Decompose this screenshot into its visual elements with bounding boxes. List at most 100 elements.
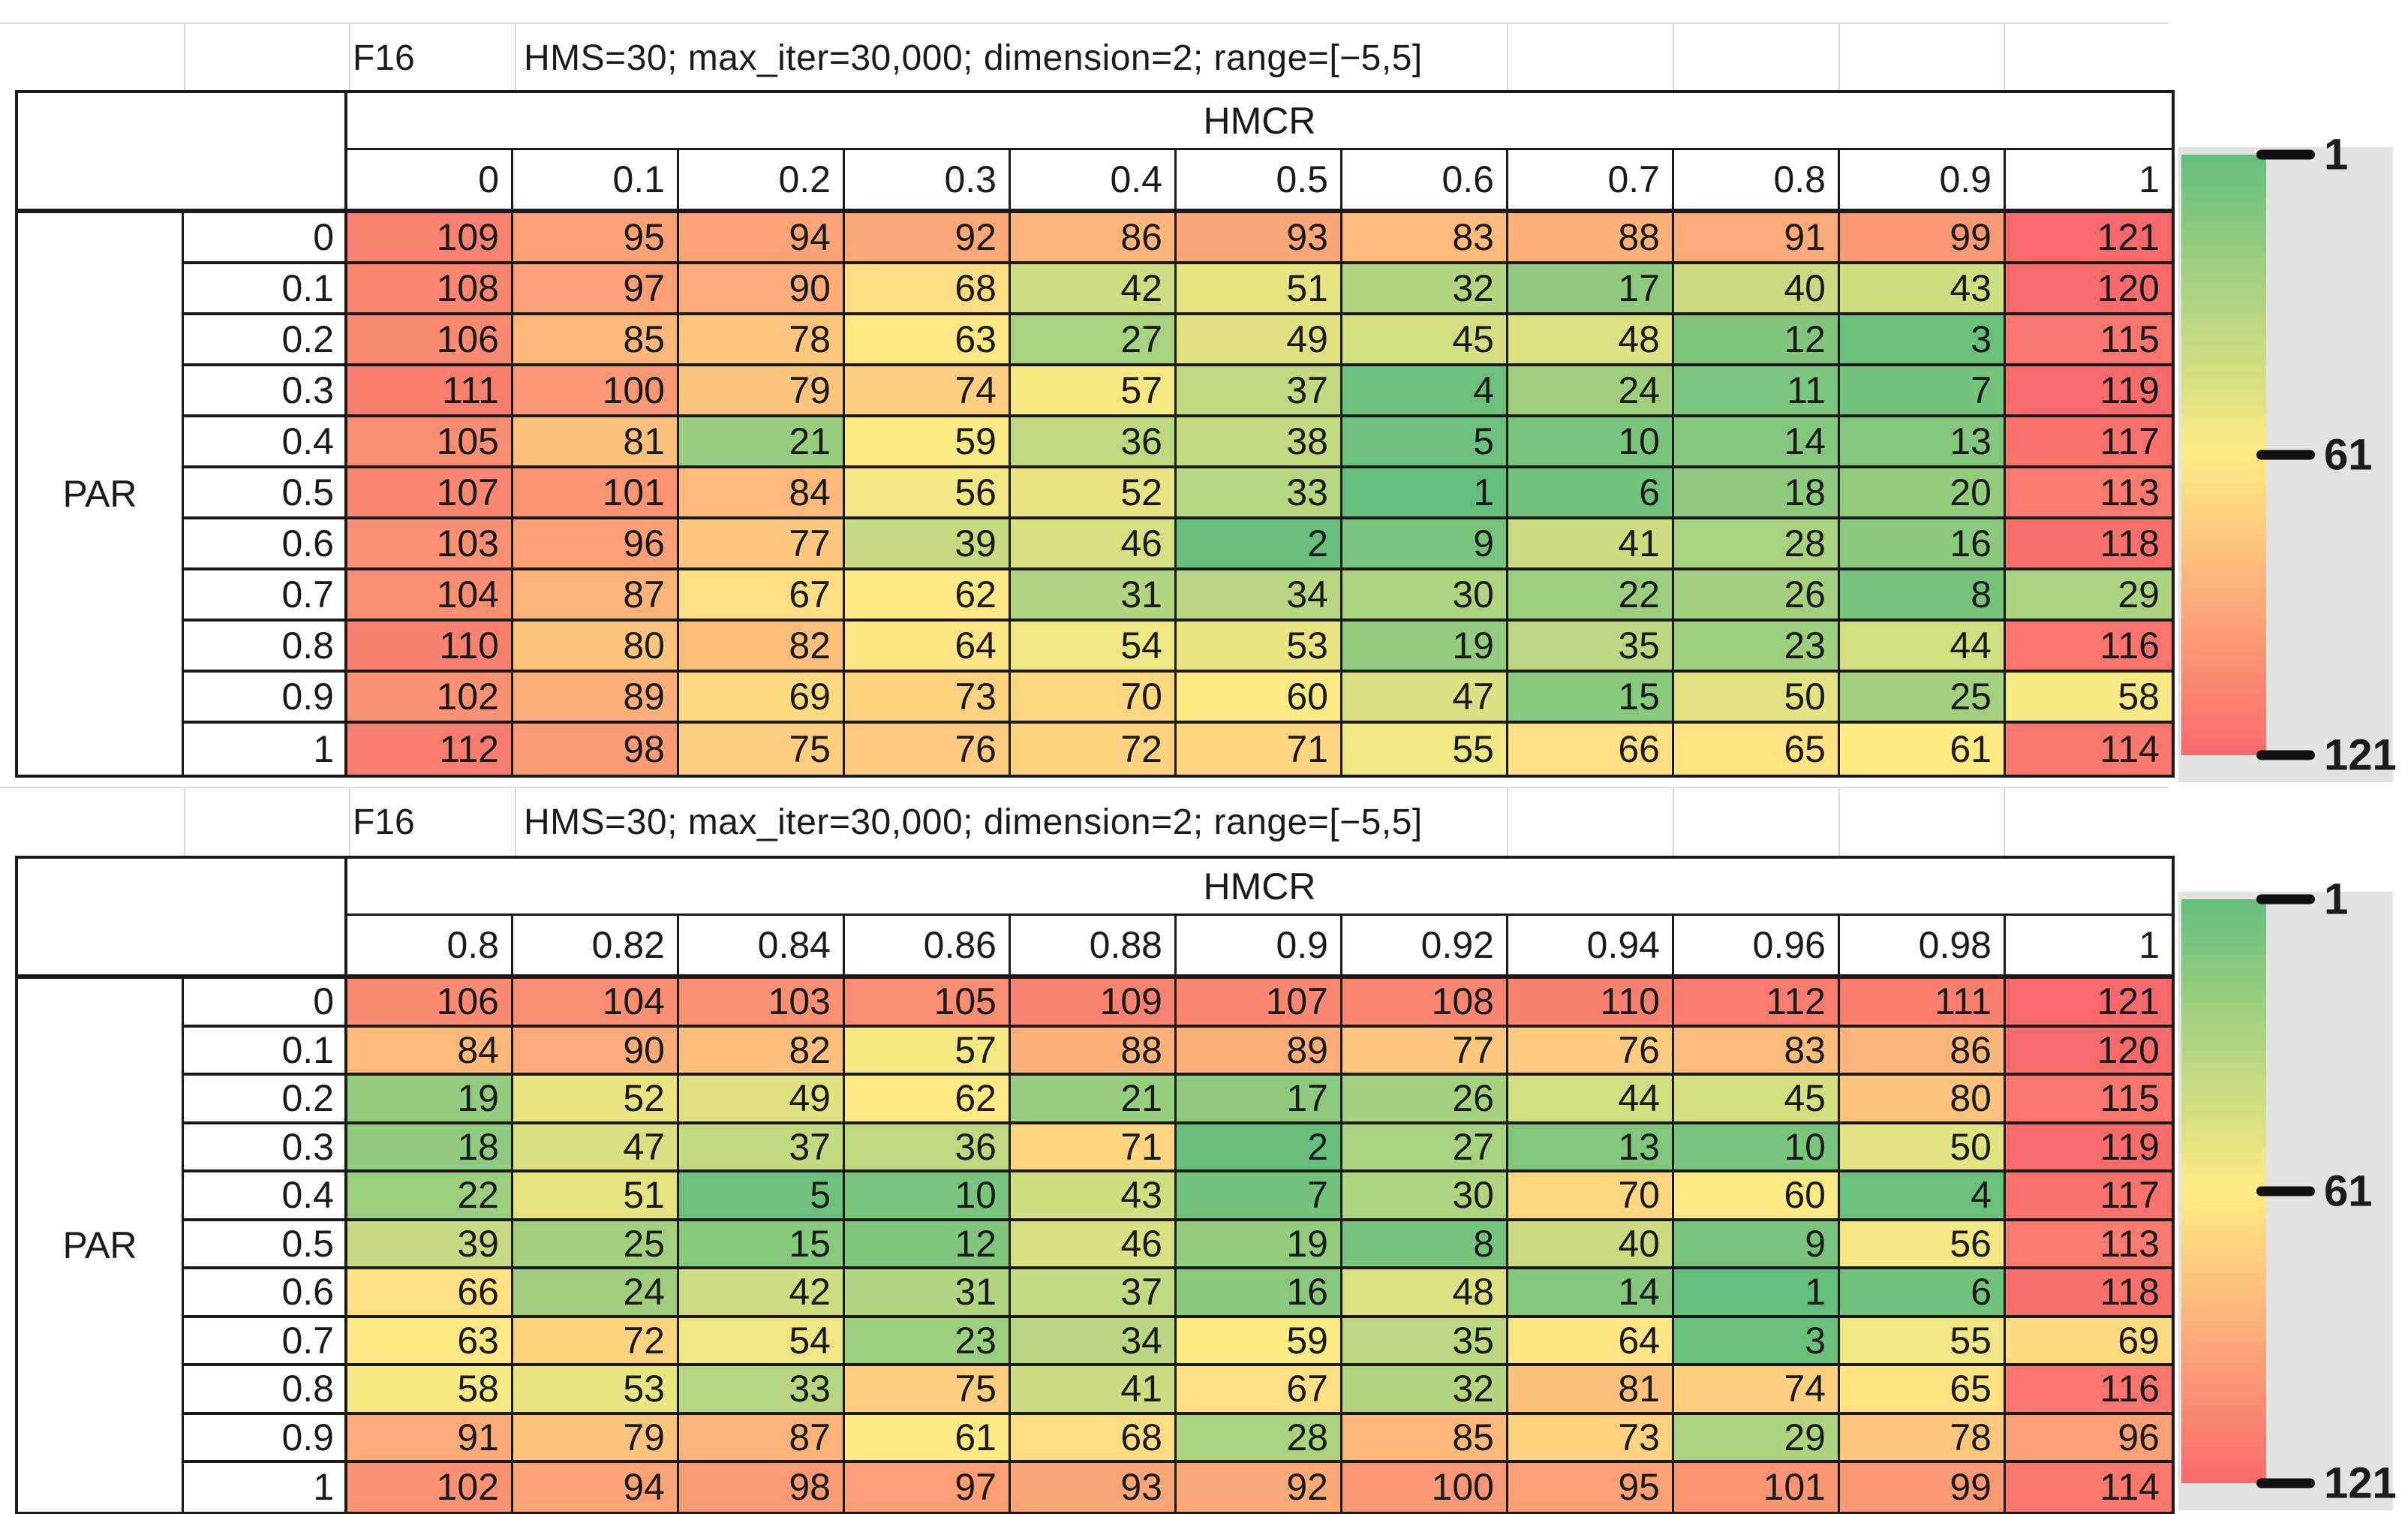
- value-cell: 16: [1177, 1269, 1342, 1318]
- value-cell: 62: [845, 1076, 1011, 1124]
- value-cell: 10: [1508, 417, 1674, 468]
- value-cell: 43: [1011, 1172, 1177, 1221]
- value-cell: 25: [513, 1221, 679, 1269]
- value-cell: 118: [2006, 1269, 2172, 1318]
- function-id: F16: [353, 38, 415, 78]
- value-cell: 47: [513, 1124, 679, 1172]
- value-cell: 91: [1674, 213, 1840, 264]
- value-cell: 71: [1177, 724, 1342, 775]
- value-cell: 9: [1342, 519, 1508, 570]
- value-cell: 57: [1011, 366, 1177, 417]
- row-header-cell: 0.5: [184, 468, 347, 519]
- value-cell: 115: [2006, 315, 2172, 366]
- value-cell: 26: [1674, 570, 1840, 622]
- value-cell: 102: [347, 673, 513, 724]
- value-cell: 70: [1011, 673, 1177, 724]
- row-header-cell: 0: [184, 213, 347, 264]
- value-cell: 47: [1342, 673, 1508, 724]
- value-cell: 83: [1674, 1027, 1840, 1076]
- value-cell: 35: [1508, 622, 1674, 673]
- col-header-cell: 0.96: [1674, 916, 1840, 979]
- value-cell: 99: [1840, 213, 2006, 264]
- value-cell: 31: [845, 1269, 1011, 1318]
- value-cell: 49: [679, 1076, 845, 1124]
- value-cell: 1: [1342, 468, 1508, 519]
- value-cell: 32: [1342, 1366, 1508, 1415]
- value-cell: 65: [1840, 1366, 2006, 1415]
- value-cell: 14: [1508, 1269, 1674, 1318]
- value-cell: 74: [845, 366, 1011, 417]
- legend-gradient-bar: [2181, 899, 2266, 1483]
- value-cell: 116: [2006, 622, 2172, 673]
- value-cell: 98: [513, 724, 679, 775]
- row-header-cell: 0.4: [184, 417, 347, 468]
- tick-dash: [2256, 450, 2315, 460]
- value-cell: 30: [1342, 570, 1508, 622]
- value-cell: 24: [513, 1269, 679, 1318]
- value-cell: 93: [1177, 213, 1342, 264]
- legend-tick-max: 121: [2256, 1458, 2397, 1509]
- row-header-cell: 0.3: [184, 366, 347, 417]
- value-cell: 60: [1177, 673, 1342, 724]
- value-cell: 67: [679, 570, 845, 622]
- value-cell: 54: [679, 1317, 845, 1366]
- value-cell: 81: [1508, 1366, 1674, 1415]
- gridline: [2004, 24, 2005, 92]
- value-cell: 100: [1342, 1463, 1508, 1512]
- value-cell: 114: [2006, 724, 2172, 775]
- value-cell: 37: [1177, 366, 1342, 417]
- value-cell: 3: [1840, 315, 2006, 366]
- col-header-cell: 0.6: [1342, 150, 1508, 213]
- value-cell: 37: [1011, 1269, 1177, 1318]
- value-cell: 46: [1011, 519, 1177, 570]
- row-header-cell: 0.6: [184, 519, 347, 570]
- row-header-cell: 0.7: [184, 570, 347, 622]
- value-cell: 23: [1674, 622, 1840, 673]
- value-cell: 6: [1840, 1269, 2006, 1318]
- value-cell: 82: [679, 622, 845, 673]
- value-cell: 61: [1840, 724, 2006, 775]
- value-cell: 37: [679, 1124, 845, 1172]
- col-header-cell: 1: [2006, 916, 2172, 979]
- value-cell: 120: [2006, 1027, 2172, 1076]
- value-cell: 90: [513, 1027, 679, 1076]
- value-cell: 11: [1674, 366, 1840, 417]
- tick-label: 1: [2324, 130, 2349, 179]
- legend-tick-mid: 61: [2256, 1166, 2373, 1217]
- value-cell: 55: [1840, 1317, 2006, 1366]
- value-cell: 51: [513, 1172, 679, 1221]
- value-cell: 56: [1840, 1221, 2006, 1269]
- experiment-settings: HMS=30; max_iter=30,000; dimension=2; ra…: [524, 38, 1423, 78]
- value-cell: 114: [2006, 1463, 2172, 1512]
- value-cell: 42: [1011, 264, 1177, 315]
- value-cell: 68: [1011, 1414, 1177, 1463]
- value-cell: 2: [1177, 519, 1342, 570]
- value-cell: 62: [845, 570, 1011, 622]
- row-header-cell: 0.5: [184, 1221, 347, 1269]
- value-cell: 46: [1011, 1221, 1177, 1269]
- value-cell: 39: [845, 519, 1011, 570]
- value-cell: 3: [1674, 1317, 1840, 1366]
- value-cell: 66: [347, 1269, 513, 1318]
- col-header-cell: 0.4: [1011, 150, 1177, 213]
- value-cell: 88: [1508, 213, 1674, 264]
- value-cell: 90: [679, 264, 845, 315]
- value-cell: 80: [513, 622, 679, 673]
- function-id: F16: [353, 802, 415, 842]
- col-header-cell: 0.86: [845, 916, 1011, 979]
- col-header-cell: 0.7: [1508, 150, 1674, 213]
- value-cell: 119: [2006, 366, 2172, 417]
- value-cell: 108: [1342, 979, 1508, 1028]
- value-cell: 56: [845, 468, 1011, 519]
- col-header-cell: 0.8: [347, 916, 513, 979]
- value-cell: 44: [1840, 622, 2006, 673]
- value-cell: 120: [2006, 264, 2172, 315]
- table-1-title-row: F16 HMS=30; max_iter=30,000; dimension=2…: [0, 23, 2169, 92]
- col-header-cell: 0.8: [1674, 150, 1840, 213]
- legend-gradient-bar: [2181, 155, 2266, 755]
- value-cell: 36: [845, 1124, 1011, 1172]
- value-cell: 85: [1342, 1414, 1508, 1463]
- value-cell: 73: [1508, 1414, 1674, 1463]
- gridline: [1838, 24, 1840, 92]
- value-cell: 72: [513, 1317, 679, 1366]
